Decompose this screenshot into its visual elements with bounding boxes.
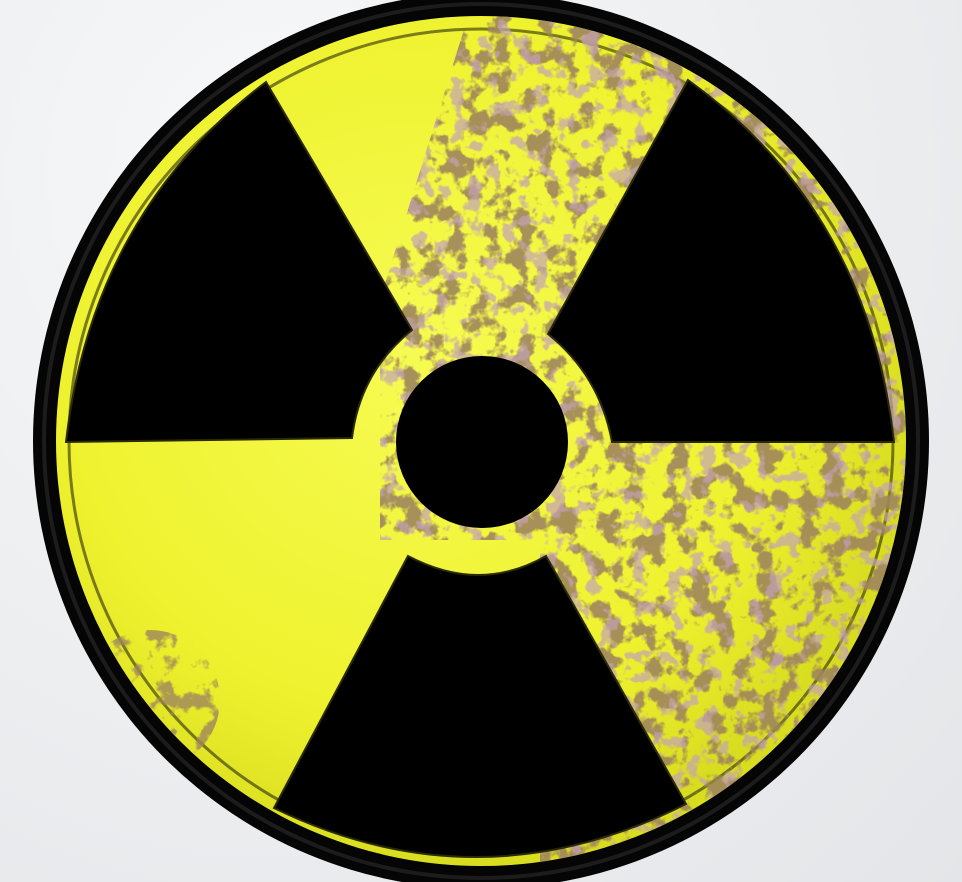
- blade-upper-left: [64, 80, 414, 444]
- rim-edge-highlight: [42, 2, 920, 880]
- trefoil: [64, 78, 896, 858]
- blade-upper-right: [546, 78, 896, 443]
- center-dot: [396, 356, 568, 528]
- blade-bottom: [272, 554, 688, 858]
